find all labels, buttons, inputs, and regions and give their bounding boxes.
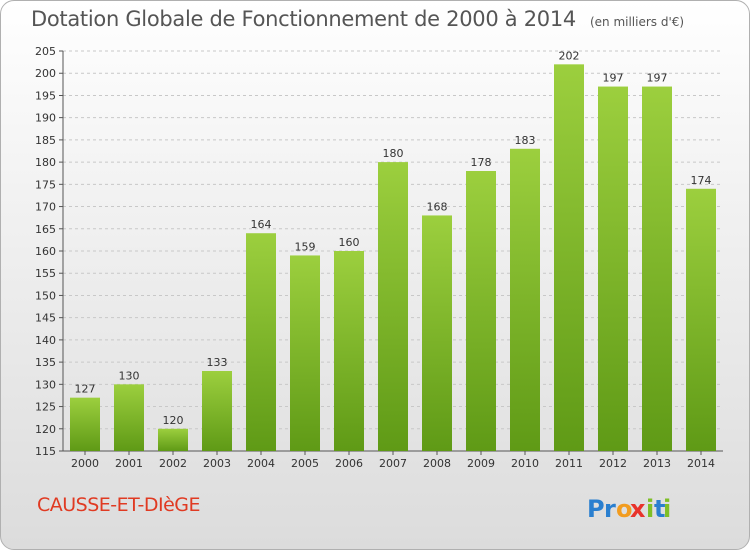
bar-2010 — [510, 148, 540, 451]
data-label-2000: 127 — [75, 383, 96, 396]
data-label-2004: 164 — [251, 218, 272, 231]
y-tick-label: 160 — [35, 245, 56, 258]
bar-2005 — [290, 255, 320, 451]
x-tick-label-2010: 2010 — [511, 457, 539, 470]
logo-letter: x — [630, 495, 646, 523]
x-tick-label-2005: 2005 — [291, 457, 319, 470]
logo-letter: i — [663, 495, 671, 523]
bar-2000 — [70, 397, 100, 451]
data-label-2012: 197 — [603, 72, 624, 85]
x-tick-label-2013: 2013 — [643, 457, 671, 470]
y-tick-label: 185 — [35, 134, 56, 147]
data-label-2010: 183 — [515, 134, 536, 147]
y-tick-label: 165 — [35, 223, 56, 236]
logo-letter: P — [587, 495, 605, 523]
y-tick-label: 125 — [35, 401, 56, 414]
y-tick-label: 140 — [35, 334, 56, 347]
y-tick-label: 130 — [35, 378, 56, 391]
x-tick-label-2006: 2006 — [335, 457, 363, 470]
x-tick-label-2012: 2012 — [599, 457, 627, 470]
chart-title: Dotation Globale de Fonctionnement de 20… — [31, 7, 684, 31]
bar-2006 — [334, 251, 364, 451]
data-label-2014: 174 — [691, 174, 712, 187]
data-label-2003: 133 — [207, 356, 228, 369]
data-label-2008: 168 — [427, 200, 448, 213]
bar-2001 — [114, 384, 144, 451]
data-label-2001: 130 — [119, 369, 140, 382]
x-tick-label-2007: 2007 — [379, 457, 407, 470]
x-tick-label-2002: 2002 — [159, 457, 187, 470]
y-tick-label: 115 — [35, 445, 56, 458]
x-tick-label-2009: 2009 — [467, 457, 495, 470]
y-tick-label: 200 — [35, 67, 56, 80]
data-label-2007: 180 — [383, 147, 404, 160]
bar-2013 — [642, 86, 672, 452]
y-tick-label: 180 — [35, 156, 56, 169]
logo-letter: i — [646, 495, 654, 523]
y-tick-label: 120 — [35, 423, 56, 436]
unit-note: (en milliers d'€) — [589, 15, 685, 29]
bar-2003 — [202, 371, 232, 451]
logo-letter: r — [604, 495, 616, 523]
y-tick-label: 150 — [35, 289, 56, 302]
y-tick-label: 135 — [35, 356, 56, 369]
bar-2011 — [554, 64, 584, 452]
bar-2012 — [598, 86, 628, 452]
bar-2009 — [466, 171, 496, 451]
data-label-2011: 202 — [559, 49, 580, 62]
bar-2004 — [246, 233, 276, 451]
y-tick-label: 190 — [35, 112, 56, 125]
data-label-2005: 159 — [295, 240, 316, 253]
y-tick-label: 145 — [35, 312, 56, 325]
y-tick-label: 170 — [35, 201, 56, 214]
x-tick-label-2000: 2000 — [71, 457, 99, 470]
x-tick-label-2008: 2008 — [423, 457, 451, 470]
chart-title-text: Dotation Globale de Fonctionnement de 20… — [31, 7, 576, 31]
x-tick-label-2014: 2014 — [687, 457, 715, 470]
y-tick-label: 155 — [35, 267, 56, 280]
x-tick-label-2003: 2003 — [203, 457, 231, 470]
y-tick-label: 195 — [35, 89, 56, 102]
bar-2008 — [422, 215, 452, 451]
y-tick-label: 175 — [35, 178, 56, 191]
bar-2007 — [378, 162, 408, 451]
x-tick-label-2001: 2001 — [115, 457, 143, 470]
data-label-2009: 178 — [471, 156, 492, 169]
x-tick-label-2004: 2004 — [247, 457, 275, 470]
bar-2002 — [158, 428, 188, 451]
data-label-2002: 120 — [163, 414, 184, 427]
y-tick-label: 205 — [35, 45, 56, 58]
data-label-2013: 197 — [647, 72, 668, 85]
x-tick-label-2011: 2011 — [555, 457, 583, 470]
commune-name: CAUSSE-ET-DIèGE — [37, 494, 201, 516]
logo-letter: t — [654, 495, 665, 523]
logo-letter: o — [616, 495, 633, 523]
bar-2014 — [686, 188, 716, 451]
data-label-2006: 160 — [339, 236, 360, 249]
